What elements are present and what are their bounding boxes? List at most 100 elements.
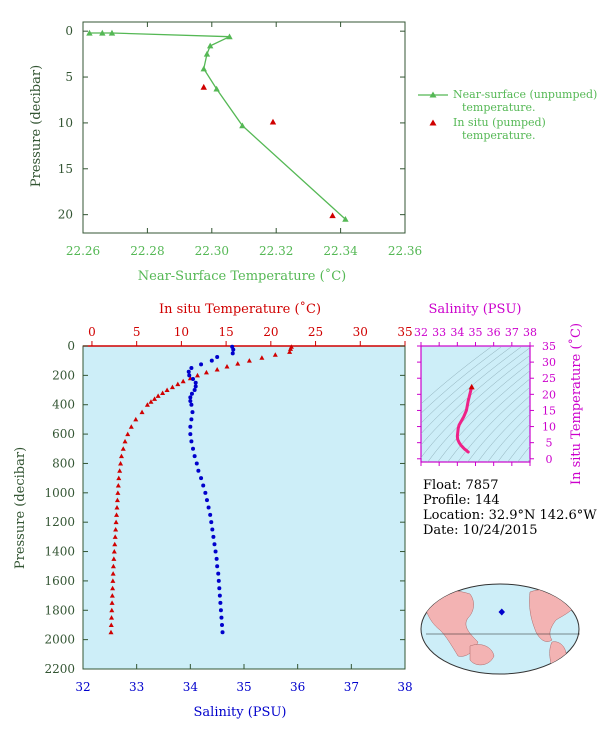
salinity-point	[216, 578, 221, 583]
near-surface-point	[239, 122, 246, 129]
salinity-point	[189, 417, 194, 422]
salinity-point	[219, 622, 224, 627]
salinity-point	[209, 520, 214, 525]
temperature-point	[114, 497, 120, 503]
near-surface-ytick-label: 15	[58, 162, 73, 176]
near-surface-xtick-label: 22.32	[259, 244, 293, 258]
float-date: Date: 10/24/2015	[423, 523, 538, 538]
salinity-point	[188, 395, 193, 400]
ts-temp-tick-label: 5	[546, 437, 553, 450]
ts-density-contour	[421, 347, 530, 446]
temperature-point	[160, 390, 166, 395]
ts-density-contour	[421, 346, 522, 435]
salinity-tick-label: 35	[236, 680, 251, 694]
temperature-point	[169, 384, 175, 390]
salinity-point	[199, 476, 204, 481]
salinity-point	[188, 424, 193, 429]
near-surface-xtick-label: 22.36	[388, 244, 422, 258]
near-surface-point	[86, 29, 93, 36]
ts-temp-tick-label: 0	[546, 453, 553, 466]
temperature-point	[108, 622, 114, 627]
profile-number: Profile: 144	[423, 493, 500, 508]
profile-frame	[82, 345, 406, 670]
ts-density-contour	[507, 434, 530, 462]
temp-tick-label: 5	[133, 325, 141, 339]
temperature-point	[112, 541, 118, 547]
temperature-point	[110, 571, 116, 576]
salinity-point	[196, 468, 201, 473]
temp-tick-label: 0	[88, 325, 96, 339]
salinity-point	[199, 362, 204, 367]
near-surface-xlabel: Near-Surface Temperature (˚C)	[138, 268, 346, 284]
salinity-point	[201, 483, 206, 488]
near-surface-xtick-label: 22.30	[195, 244, 229, 258]
near-surface-point	[213, 85, 220, 92]
temperature-point	[115, 482, 121, 488]
ts-salinity-tick-label: 37	[505, 326, 519, 339]
pressure-tick-label: 1000	[44, 486, 75, 500]
pressure-tick-label: 1600	[44, 574, 75, 588]
float-id: Float: 7857	[423, 478, 499, 493]
salinity-point	[209, 358, 214, 363]
pressure-tick-label: 600	[52, 427, 75, 441]
pressure-tick-label: 0	[67, 339, 75, 353]
temperature-point	[155, 393, 161, 398]
near-surface-ytick-label: 10	[58, 116, 73, 130]
near-surface-ytick-label: 0	[65, 24, 73, 38]
ts-density-contour	[421, 346, 512, 424]
ts-density-contour	[487, 413, 530, 462]
salinity-point	[230, 351, 235, 356]
salinity-point	[219, 615, 224, 620]
temperature-point	[144, 402, 150, 407]
near-surface-ytick-label: 20	[58, 208, 73, 222]
ts-temp-tick-label: 35	[542, 340, 556, 353]
ts-density-contour	[421, 346, 502, 414]
temperature-point	[118, 453, 124, 459]
temperature-point	[108, 629, 114, 635]
temperature-point	[113, 519, 119, 525]
pressure-tick-label: 1200	[44, 515, 75, 529]
temp-tick-label: 10	[174, 325, 189, 339]
temperature-point	[125, 431, 131, 437]
map-land-australia	[469, 644, 495, 666]
salinity-point	[189, 366, 194, 371]
salinity-point	[192, 388, 197, 393]
pressure-tick-label: 400	[52, 398, 75, 412]
salinity-point	[191, 377, 196, 382]
ts-diagram: 32 33 34 35 36 37 38 0 5 10 15 20 25 30 35 Salinity (…	[414, 302, 584, 485]
temperature-point	[272, 352, 278, 357]
ts-temp-tick-label: 15	[542, 404, 556, 417]
salinity-point	[187, 373, 192, 378]
temperature-point	[246, 358, 252, 363]
ts-salinity-tick-label: 35	[469, 326, 483, 339]
temp-tick-label: 35	[397, 325, 412, 339]
salinity-tick-label: 36	[290, 680, 305, 694]
pressure-tick-label: 2000	[44, 633, 75, 647]
ts-temp-tick-label: 25	[542, 372, 556, 385]
pressure-tick-label: 800	[52, 456, 75, 470]
temperature-point	[194, 372, 200, 378]
salinity-point	[231, 347, 236, 352]
legend-green-triangle	[429, 91, 437, 98]
profile-bottom-xlabel: Salinity (PSU)	[194, 705, 287, 720]
ts-salinity-tick-label: 34	[450, 326, 464, 339]
temperature-point	[111, 556, 117, 561]
salinity-point	[206, 505, 211, 510]
pressure-tick-label: 1400	[44, 545, 75, 559]
temperature-point	[120, 446, 126, 451]
temperature-point	[214, 366, 220, 372]
salinity-point	[190, 410, 195, 415]
ts-salinity-tick-label: 38	[523, 326, 537, 339]
salinity-point	[188, 432, 193, 437]
salinity-tick-label: 37	[344, 680, 359, 694]
salinity-point	[211, 534, 216, 539]
temperature-point	[164, 387, 170, 393]
temperature-point	[109, 593, 115, 598]
pressure-tick-label: 200	[52, 368, 75, 382]
temperature-point	[114, 512, 120, 517]
salinity-point	[212, 542, 217, 547]
ts-frame	[420, 345, 531, 463]
legend-near-surface-line1: Near-surface (unpumped)	[453, 88, 597, 101]
temperature-point	[112, 534, 118, 539]
